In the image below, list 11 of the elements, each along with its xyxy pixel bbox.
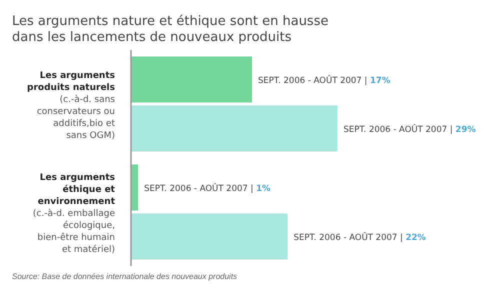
data-label: SEPT. 2006 - AOÛT 2007 | 29%	[343, 124, 476, 135]
data-label: SEPT. 2006 - AOÛT 2007 | 22%	[294, 232, 426, 243]
bar	[131, 56, 252, 102]
data-label: SEPT. 2006 - AOÛT 2007 | 1%	[144, 182, 271, 194]
bar	[131, 213, 288, 260]
chart-title: Les arguments nature et éthique sont en hausse dans les lancements de nouveaux produits	[11, 13, 330, 46]
data-label: SEPT. 2006 - AOÛT 2007 | 17%	[258, 74, 391, 86]
source-note: Source: Base de données internationale des nouveaux produits	[12, 272, 238, 281]
y-tick-label: Les arguments éthique et environnement (c.-à-d. emballage écologique, bien-être humain et matériel)	[32, 173, 116, 255]
bar	[131, 105, 338, 152]
y-tick-label: Les arguments produits naturels (c.-à-d. sans conservateurs ou additifs,bio et sans OGM)	[27, 71, 116, 141]
